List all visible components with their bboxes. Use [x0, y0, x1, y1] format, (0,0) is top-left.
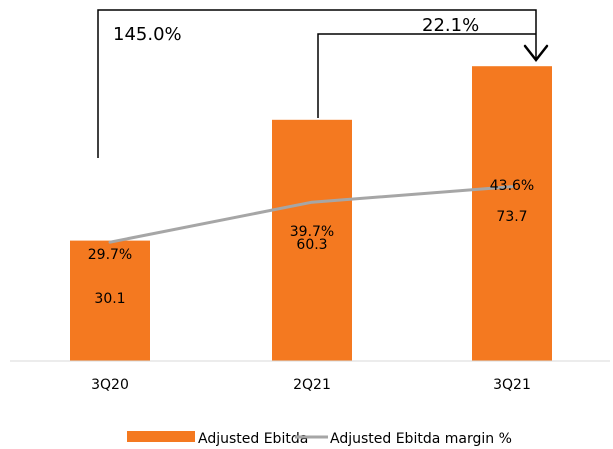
line-layer [108, 185, 514, 244]
bars-layer [70, 66, 552, 361]
line-series-margin [108, 185, 514, 244]
value-label-3q20: 30.1 [94, 291, 125, 307]
legend-label-line: Adjusted Ebitda margin % [330, 431, 512, 447]
margin-label-2q21: 39.7% [290, 224, 334, 240]
legend: Adjusted Ebitda Adjusted Ebitda margin % [127, 431, 512, 447]
bar-2q21 [272, 119, 352, 361]
bar-3q21 [472, 66, 552, 361]
growth-bracket-qoq [317, 33, 536, 118]
legend-label-bar: Adjusted Ebitda [198, 431, 308, 447]
ticks-layer: 3Q20 2Q21 3Q21 [91, 377, 531, 393]
growth-label-yoy: 145.0% [113, 24, 182, 45]
margin-label-3q21: 43.6% [490, 178, 534, 194]
value-label-3q21: 73.7 [496, 209, 527, 225]
tick-label-3q21: 3Q21 [493, 377, 531, 393]
growth-arrowhead [523, 44, 549, 63]
annotations-layer: 145.0% 22.1% [97, 9, 549, 158]
value-label-2q21: 60.3 [296, 237, 327, 253]
legend-swatch-bar [127, 431, 195, 442]
margin-label-3q20: 29.7% [88, 247, 132, 263]
growth-label-qoq: 22.1% [422, 15, 479, 36]
tick-label-2q21: 2Q21 [293, 377, 331, 393]
tick-label-3q20: 3Q20 [91, 377, 129, 393]
labels-layer: 29.7% 30.1 39.7%60.3 43.6% 73.7 [88, 178, 534, 307]
bar-3q20 [70, 240, 150, 361]
